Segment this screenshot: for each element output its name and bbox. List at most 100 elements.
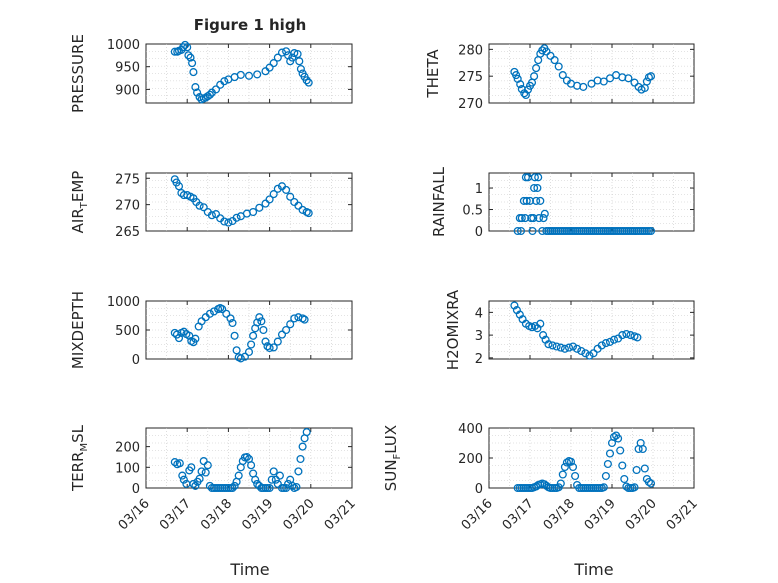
- y-tick-label: 500: [115, 324, 140, 339]
- data-point: [247, 461, 256, 470]
- x-tick-label: 03/20: [281, 496, 318, 533]
- x-tick-label: 03/21: [664, 496, 701, 533]
- data-point: [599, 483, 608, 492]
- y-tick-label: 1: [475, 182, 483, 197]
- y-tick-label: 275: [115, 172, 140, 187]
- data-point: [581, 349, 590, 358]
- data-point: [519, 196, 528, 205]
- data-point: [546, 51, 555, 60]
- data-point: [288, 481, 297, 490]
- data-point: [534, 214, 544, 223]
- data-point: [626, 331, 635, 340]
- data-point: [220, 217, 229, 226]
- y-tick-label: 4: [475, 306, 483, 321]
- data-point: [253, 479, 262, 488]
- data-point: [295, 57, 304, 66]
- y-tick-label: 400: [458, 422, 483, 437]
- data-point: [605, 74, 615, 83]
- data-point: [516, 80, 525, 89]
- data-point: [544, 340, 553, 349]
- y-tick-label: 275: [458, 70, 483, 85]
- data-point: [226, 314, 235, 323]
- y-tick-label: 200: [458, 452, 483, 467]
- y-axis-label-subscript: T: [79, 201, 90, 209]
- y-tick-label: 0.5: [462, 204, 483, 219]
- data-point: [273, 53, 282, 62]
- data-point: [605, 449, 615, 458]
- data-point: [298, 442, 307, 451]
- y-axis-label-text: RAINFALL: [430, 166, 448, 237]
- x-tick-label: 03/17: [500, 496, 537, 533]
- data-point: [286, 192, 295, 201]
- data-point: [282, 325, 291, 335]
- data-point: [538, 46, 547, 55]
- y-tick-label: 100: [115, 461, 140, 476]
- data-point: [560, 344, 569, 353]
- data-point: [232, 346, 241, 355]
- y-tick-label: 0: [475, 225, 483, 240]
- data-point: [571, 471, 580, 481]
- x-tick-label: 03/19: [582, 496, 619, 533]
- data-point: [525, 196, 535, 205]
- data-point: [532, 64, 541, 73]
- data-point: [609, 335, 619, 344]
- data-point: [601, 471, 610, 481]
- data-point: [529, 214, 538, 223]
- y-tick-label: 2: [475, 352, 483, 367]
- data-point: [539, 214, 548, 223]
- y-axis-label-subscript: F: [392, 453, 403, 459]
- data-point: [562, 458, 571, 467]
- data-point: [302, 428, 311, 437]
- data-point: [187, 463, 196, 472]
- data-point: [273, 479, 282, 488]
- data-point: [601, 339, 610, 348]
- y-axis-label-text: TERR: [69, 452, 87, 493]
- data-point: [300, 315, 309, 324]
- x-axis-label-right: Time: [573, 560, 613, 579]
- data-point: [205, 90, 214, 99]
- data-point: [646, 479, 656, 488]
- data-point: [211, 85, 221, 94]
- data-point: [269, 467, 278, 476]
- data-point: [564, 343, 574, 352]
- x-tick-label: 03/16: [116, 496, 153, 533]
- data-point: [298, 205, 307, 214]
- y-axis-label: RAINFALL: [430, 166, 448, 237]
- data-point: [536, 196, 545, 205]
- data-point: [603, 459, 612, 469]
- data-point: [193, 88, 202, 97]
- data-point: [261, 199, 270, 208]
- data-point: [534, 173, 543, 182]
- data-point: [296, 64, 305, 74]
- data-point: [644, 477, 653, 487]
- y-axis-label-text: AIR: [69, 208, 87, 233]
- data-point: [556, 479, 565, 488]
- data-point: [558, 470, 567, 479]
- data-point: [288, 53, 297, 62]
- x-tick-label: 03/18: [198, 496, 235, 533]
- data-point: [522, 196, 531, 205]
- data-point: [273, 184, 282, 193]
- data-point: [188, 59, 197, 68]
- data-point: [521, 214, 530, 223]
- data-point: [556, 343, 565, 352]
- data-point: [512, 71, 521, 80]
- y-axis-label: SUNFLUX: [382, 425, 403, 491]
- data-point: [236, 354, 245, 363]
- data-point: [554, 62, 563, 71]
- x-tick-label: 03/19: [239, 496, 276, 533]
- data-point: [242, 452, 251, 462]
- y-axis-label-subscript: M: [79, 443, 90, 452]
- data-point: [275, 471, 284, 480]
- data-point: [633, 333, 642, 342]
- data-point: [513, 226, 522, 236]
- data-point: [530, 183, 539, 193]
- data-point: [630, 78, 639, 87]
- data-point: [528, 226, 537, 236]
- data-point: [249, 331, 258, 340]
- subplot-3: 265 270 275 AIRTEMP: [69, 171, 353, 240]
- data-point: [542, 47, 551, 56]
- data-point: [174, 182, 184, 191]
- data-point: [597, 341, 606, 350]
- data-point: [211, 210, 221, 219]
